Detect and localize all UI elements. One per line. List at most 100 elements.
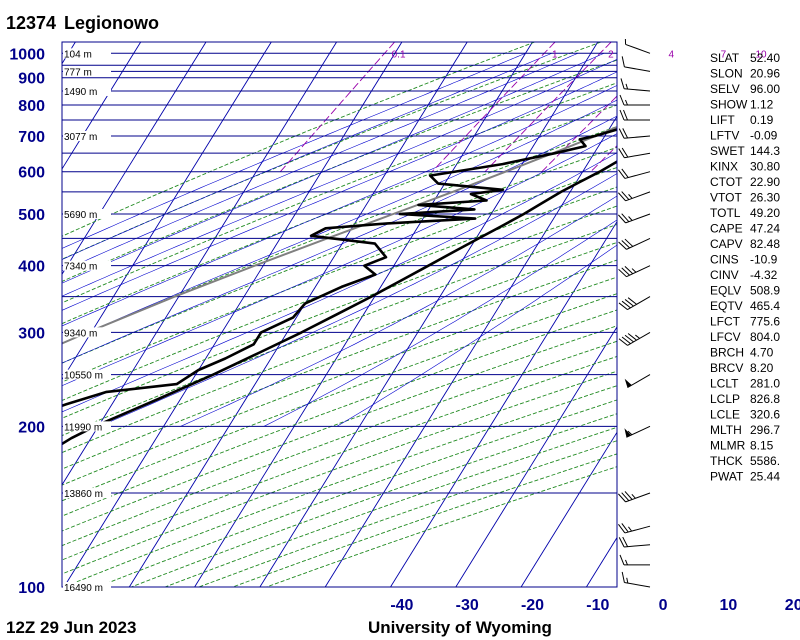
- index-value: 47.24: [750, 222, 780, 236]
- isotherm-line: [128, 42, 468, 587]
- wind-barbs: [618, 39, 651, 588]
- height-label-bg: [63, 130, 111, 141]
- isotherm-line: [259, 42, 599, 587]
- pressure-tick-label: 300: [18, 325, 45, 342]
- mixing-ratio-line: [484, 42, 612, 173]
- wind-barb: [624, 39, 651, 54]
- moist-adiabat-line: [180, 195, 617, 427]
- wind-barb: [619, 554, 650, 566]
- height-label: 3077 m: [64, 132, 97, 143]
- temperature-tick-label: 10: [720, 597, 738, 614]
- mixing-ratio-label: 10: [755, 49, 767, 60]
- dry-adiabat-line: [131, 413, 617, 587]
- index-name: BRCH: [710, 346, 744, 360]
- index-name: LCLP: [710, 392, 740, 406]
- dry-adiabat-line: [62, 276, 617, 486]
- wind-barb: [619, 109, 650, 121]
- index-value: 826.8: [750, 392, 780, 406]
- isotherm-line: [62, 42, 337, 486]
- moist-adiabat-line: [62, 152, 617, 413]
- wind-barb-half: [624, 39, 627, 45]
- wind-barb-full: [618, 128, 625, 139]
- wind-barb-full: [618, 524, 626, 534]
- wind-barb-half: [625, 559, 628, 566]
- index-value: 82.48: [750, 237, 780, 251]
- wind-barb: [618, 168, 651, 179]
- wind-barb: [618, 128, 651, 139]
- dry-adiabat-line: [62, 325, 617, 532]
- index-name: LFCT: [710, 315, 741, 329]
- wind-barb-full: [618, 169, 626, 179]
- pressure-tick-label: 200: [18, 419, 45, 436]
- index-value: 775.6: [750, 315, 780, 329]
- wind-barb: [618, 237, 651, 250]
- pressure-tick-label: 600: [18, 165, 45, 182]
- height-label-bg: [63, 582, 111, 592]
- wind-barb-full: [624, 265, 634, 275]
- index-value: 1.12: [750, 98, 774, 112]
- mixing-ratio-label: 2: [608, 49, 614, 60]
- index-value: 320.6: [750, 408, 780, 422]
- index-name: VTOT: [710, 191, 742, 205]
- temperature-tick-label: 20: [785, 597, 800, 614]
- pressure-tick-label: 500: [18, 207, 45, 224]
- index-name: CINS: [710, 253, 739, 267]
- moist-adiabat-line: [263, 219, 617, 427]
- chart-grid: [62, 42, 617, 587]
- dry-adiabat-line: [62, 82, 617, 304]
- pressure-tick-label: 900: [18, 71, 45, 88]
- wind-barb-staff: [626, 265, 651, 278]
- wind-barb-full: [618, 537, 625, 548]
- wind-barb-half: [625, 99, 628, 106]
- height-label-bg: [63, 48, 111, 59]
- index-value: 4.70: [750, 346, 774, 360]
- wind-barb-full: [623, 109, 628, 121]
- index-name: BRCV: [710, 361, 743, 375]
- index-name: LCLE: [710, 408, 740, 422]
- mixing-ratio-label: 7: [721, 49, 727, 60]
- wind-barb: [618, 265, 651, 278]
- index-name: THCK: [710, 454, 743, 468]
- dry-adiabat-line: [63, 385, 617, 587]
- index-value: 26.30: [750, 191, 780, 205]
- height-label-bg: [63, 66, 111, 77]
- index-value: 465.4: [750, 299, 780, 313]
- wind-barb-full: [621, 56, 625, 67]
- dry-adiabat-line: [62, 186, 617, 401]
- index-name: SLAT: [710, 51, 740, 65]
- wind-barb: [618, 191, 651, 202]
- index-value: 8.15: [750, 439, 774, 453]
- wind-barb-staff: [624, 581, 651, 588]
- dry-adiabat-line: [62, 259, 617, 470]
- wind-barb-full: [621, 168, 629, 178]
- index-name: CAPE: [710, 222, 743, 236]
- pressure-tick-label: 700: [18, 129, 45, 146]
- wind-barb: [619, 94, 650, 106]
- wind-barb-full: [618, 241, 627, 250]
- temperature-tick-label: -20: [521, 597, 544, 614]
- wind-barb: [618, 536, 651, 548]
- index-name: KINX: [710, 160, 738, 174]
- wind-barb-full: [618, 214, 626, 224]
- index-name: SELV: [710, 82, 740, 96]
- mixing-ratio-labels: 0.112471016243240g/kg: [392, 49, 767, 60]
- wind-barb-staff: [624, 152, 651, 159]
- isotherm-line: [63, 42, 403, 587]
- wind-barb-half: [628, 216, 633, 221]
- wind-barb: [624, 374, 651, 389]
- index-value: -10.9: [750, 253, 778, 267]
- wind-barb-staff: [624, 88, 651, 92]
- dry-adiabat-line: [164, 426, 617, 587]
- index-value: 804.0: [750, 330, 780, 344]
- wind-barb-full: [618, 148, 625, 158]
- index-value: 20.96: [750, 67, 780, 81]
- index-name: CAPV: [710, 237, 743, 251]
- dry-adiabat-line: [62, 205, 617, 419]
- height-label-bg: [63, 208, 111, 219]
- mixing-ratio-label: 1: [552, 49, 558, 60]
- height-label: 5690 m: [64, 210, 97, 221]
- wind-barb: [624, 425, 651, 438]
- height-label: 10550 m: [64, 371, 103, 382]
